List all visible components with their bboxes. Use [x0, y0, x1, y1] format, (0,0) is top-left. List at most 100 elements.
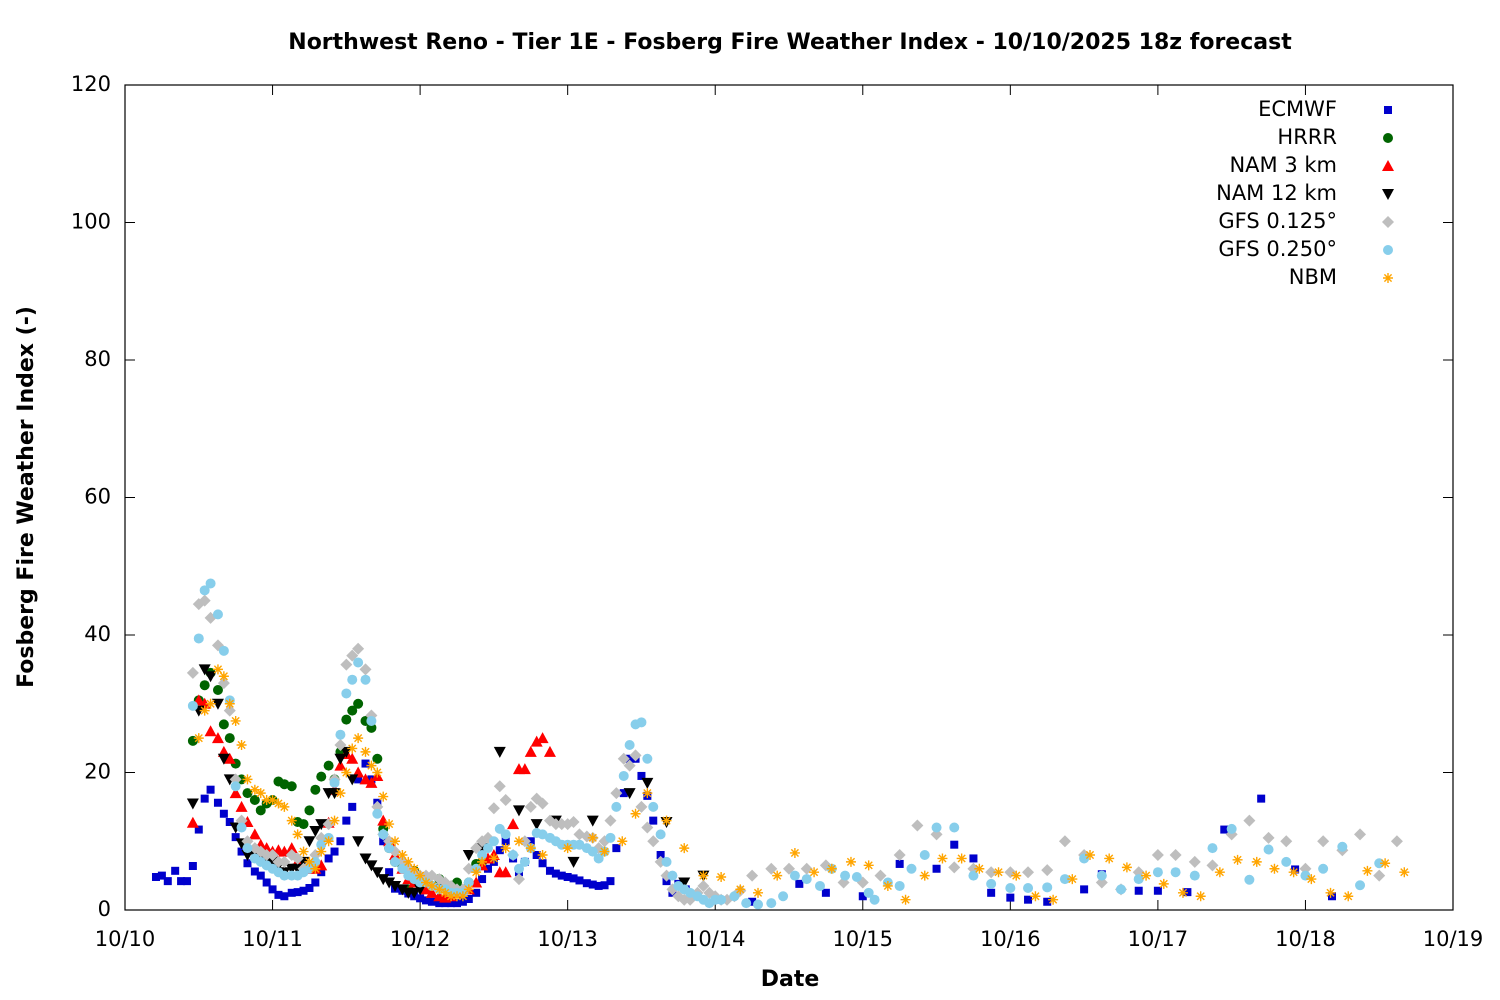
- data-point: [352, 836, 365, 848]
- data-point: [575, 876, 584, 885]
- data-point: [225, 818, 234, 826]
- data-point: [304, 856, 315, 867]
- data-point: [212, 685, 223, 695]
- data-point: [427, 897, 436, 906]
- data-point: [1226, 823, 1237, 834]
- legend-label: NAM 12 km: [1216, 181, 1337, 205]
- data-point: [422, 896, 431, 905]
- data-point: [1188, 855, 1201, 868]
- data-point: [416, 894, 425, 903]
- data-point: [286, 815, 297, 826]
- data-point: [637, 771, 646, 780]
- data-point: [599, 846, 610, 857]
- data-point: [359, 853, 372, 865]
- data-point: [567, 816, 580, 828]
- data-point: [237, 847, 246, 856]
- data-point: [851, 872, 862, 882]
- data-point: [256, 871, 265, 880]
- data-point: [1006, 893, 1015, 902]
- data-point: [359, 663, 372, 676]
- legend-label: GFS 0.125°: [1218, 209, 1337, 233]
- data-point: [493, 780, 506, 793]
- data-point: [814, 880, 825, 891]
- data-point: [545, 866, 554, 875]
- data-point: [950, 840, 959, 849]
- data-point: [415, 870, 426, 881]
- data-point: [316, 839, 327, 850]
- data-point: [304, 805, 315, 816]
- data-point: [211, 732, 224, 744]
- data-point: [230, 715, 241, 726]
- data-point: [536, 797, 549, 810]
- data-point: [729, 891, 740, 902]
- data-point: [188, 862, 197, 870]
- data-point: [513, 836, 524, 847]
- data-point: [1104, 853, 1115, 864]
- data-point: [268, 885, 277, 894]
- data-point: [656, 851, 665, 859]
- data-point: [1325, 887, 1336, 898]
- data-point: [667, 870, 678, 881]
- data-point: [186, 816, 199, 828]
- data-point: [623, 759, 636, 772]
- data-point: [186, 666, 199, 679]
- data-point: [895, 859, 904, 868]
- data-point: [223, 752, 236, 764]
- data-point: [1390, 835, 1403, 848]
- data-point: [463, 884, 474, 895]
- data-point: [186, 798, 199, 810]
- data-point: [205, 578, 216, 589]
- data-point: [1080, 885, 1089, 894]
- legend-label: ECMWF: [1258, 97, 1337, 121]
- data-point: [679, 843, 690, 854]
- data-point: [1067, 874, 1078, 885]
- data-point: [341, 688, 352, 699]
- data-point: [366, 722, 377, 733]
- data-point: [396, 884, 409, 896]
- data-point: [772, 870, 783, 881]
- data-point: [157, 871, 166, 880]
- data-point: [495, 846, 504, 855]
- data-point: [440, 887, 451, 898]
- data-point: [968, 870, 979, 881]
- data-point: [287, 888, 296, 897]
- legend-marker: [1382, 189, 1394, 200]
- data-point: [334, 753, 347, 765]
- data-point: [1317, 835, 1330, 848]
- data-point: [334, 739, 347, 751]
- data-point: [316, 771, 327, 782]
- data-point: [661, 856, 672, 867]
- data-point: [397, 863, 408, 874]
- data-point: [366, 715, 377, 726]
- data-point: [1257, 794, 1266, 803]
- data-point: [204, 671, 217, 683]
- data-point: [557, 871, 566, 880]
- data-point: [249, 784, 260, 795]
- data-point: [593, 853, 604, 864]
- data-point: [611, 801, 622, 812]
- data-point: [385, 868, 394, 877]
- data-point: [408, 887, 421, 899]
- data-point: [274, 890, 283, 899]
- data-point: [624, 740, 635, 750]
- data-point: [606, 877, 615, 886]
- data-point: [231, 833, 240, 842]
- data-point: [242, 843, 253, 854]
- data-point: [199, 705, 210, 716]
- x-tick-label: 10/13: [537, 927, 598, 951]
- data-point: [642, 753, 653, 764]
- data-point: [586, 815, 599, 827]
- data-point: [488, 853, 499, 864]
- data-point: [1207, 843, 1218, 854]
- data-point: [518, 763, 531, 775]
- data-point: [359, 773, 372, 785]
- x-tick-label: 10/10: [95, 927, 156, 951]
- data-point: [1152, 867, 1163, 878]
- data-point: [193, 733, 204, 744]
- data-point: [420, 883, 433, 895]
- data-point: [204, 725, 217, 737]
- data-point: [457, 891, 468, 902]
- data-point: [1133, 874, 1144, 885]
- data-point: [858, 892, 867, 901]
